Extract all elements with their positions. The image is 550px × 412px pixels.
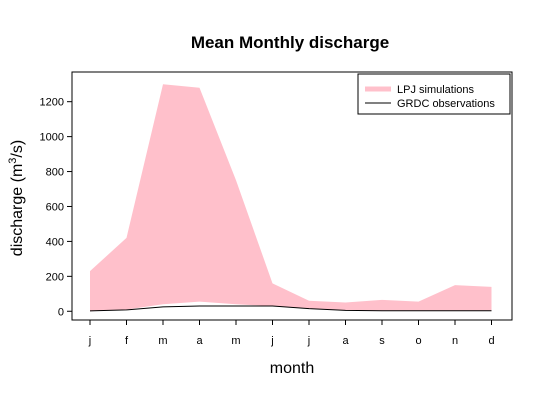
y-tick-label: 200 [46,271,64,283]
x-tick-label: a [196,335,203,347]
chart-title: Mean Monthly discharge [191,33,389,52]
y-tick-label: 600 [46,201,64,213]
y-tick-label: 1200 [40,97,64,109]
x-tick-label: o [415,335,421,347]
x-tick-label: d [488,335,494,347]
y-axis-label-main: discharge (m [9,164,26,256]
x-tick-label: s [379,335,385,347]
legend-label-lpj: LPJ simulations [397,84,475,96]
y-tick-label: 800 [46,167,64,179]
x-tick-label: m [231,335,240,347]
x-tick-label: a [342,335,349,347]
x-tick-label: j [307,335,310,347]
legend-label-grdc: GRDC observations [397,98,495,110]
x-tick-label: f [125,335,129,347]
grdc-observation-line [89,305,492,312]
legend-box [357,73,511,115]
y-axis-label: discharge (m3/s) [7,140,26,256]
x-axis-label: month [270,360,314,377]
x-tick-label: j [270,335,273,347]
y-tick-label: 400 [46,236,64,248]
y-axis: 0 200 400 600 800 1000 1200 [40,97,72,318]
legend: LPJ simulations GRDC observations [357,73,511,115]
y-tick-label: 1000 [40,132,64,144]
y-tick-label: 0 [58,306,64,318]
y-axis-label-superscript: 3 [7,158,19,164]
plot-area [89,84,492,312]
y-axis-label-tail: /s) [9,140,26,158]
plot-frame [71,71,513,321]
x-tick-label: n [452,335,458,347]
x-tick-label: m [158,335,167,347]
x-tick-label: j [88,335,91,347]
lpj-simulation-band [90,84,492,312]
